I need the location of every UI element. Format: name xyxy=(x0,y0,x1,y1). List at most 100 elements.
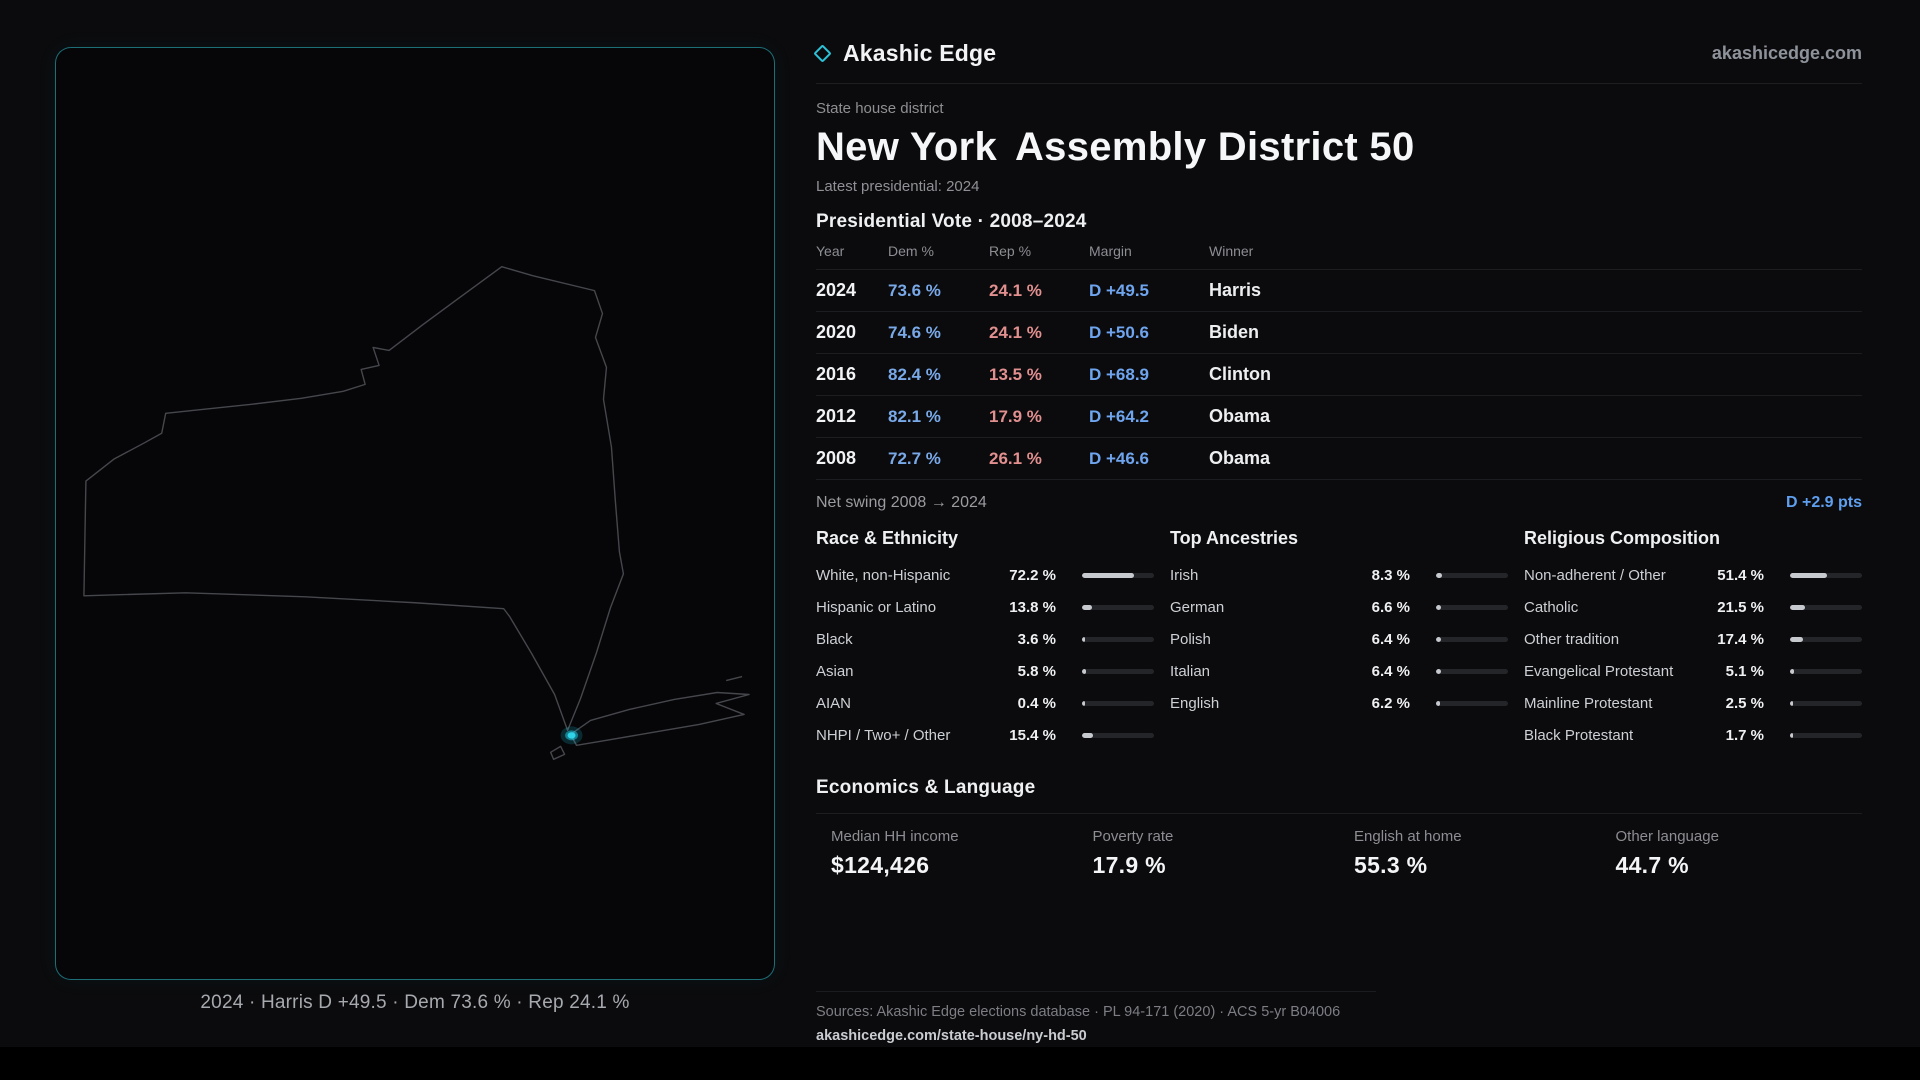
stat-bar xyxy=(1790,700,1862,706)
vote-table-row: 2020 74.6 % 24.1 % D +50.6 Biden xyxy=(816,312,1862,354)
stat-label: Other tradition xyxy=(1524,630,1620,648)
stat-value: 5.1 % xyxy=(1725,662,1764,680)
stat-value: 15.4 % xyxy=(1009,726,1056,744)
stat-label: English xyxy=(1170,694,1220,712)
top-bar: Akashic Edge akashicedge.com xyxy=(813,40,1862,84)
stat-bar xyxy=(1436,572,1508,578)
demographics-column: Race & Ethnicity White, non-Hispanic 72.… xyxy=(816,528,1154,751)
stat-value: 13.8 % xyxy=(1009,598,1056,616)
stat-bar-fill xyxy=(1436,668,1441,674)
demographic-stat-row: Catholic 21.5 % xyxy=(1524,591,1862,623)
stat-label: NHPI / Two+ / Other xyxy=(816,726,951,744)
vote-table-row: 2024 73.6 % 24.1 % D +49.5 Harris xyxy=(816,270,1862,312)
demographics-column: Top Ancestries Irish 8.3 % German 6.6 % … xyxy=(1170,528,1508,751)
vote-cell-year: 2024 xyxy=(816,280,857,300)
stat-value: 5.8 % xyxy=(1017,662,1056,680)
demographics-rows: Irish 8.3 % German 6.6 % Polish 6.4 % It… xyxy=(1170,559,1508,719)
economics-stat-value: $124,426 xyxy=(831,852,930,878)
stat-bar xyxy=(1082,700,1154,706)
vote-table-row: 2012 82.1 % 17.9 % D +64.2 Obama xyxy=(816,396,1862,438)
stat-bar-fill xyxy=(1790,604,1806,610)
stat-label: Asian xyxy=(816,662,854,680)
stat-bar xyxy=(1436,668,1508,674)
economics-stat-value: 17.9 % xyxy=(1092,852,1166,878)
district-kicker: State house district xyxy=(816,100,944,117)
stat-bar-fill xyxy=(1082,572,1134,578)
stat-bar xyxy=(1436,700,1508,706)
stat-bar xyxy=(1082,604,1154,610)
stat-label: Evangelical Protestant xyxy=(1524,662,1674,680)
long-island-outline xyxy=(569,691,750,747)
stat-bar xyxy=(1082,732,1154,738)
vote-cell-rep: 17.9 % xyxy=(989,406,1042,426)
footer-divider xyxy=(816,991,1376,992)
vote-cell-dem: 82.1 % xyxy=(888,406,941,426)
stat-label: Hispanic or Latino xyxy=(816,598,937,616)
vote-cell-margin: D +49.5 xyxy=(1089,280,1150,300)
stat-bar xyxy=(1790,604,1862,610)
stat-label: Mainline Protestant xyxy=(1524,694,1653,712)
vote-section-title: Presidential Vote · 2008–2024 xyxy=(816,211,1087,232)
vote-cell-dem: 74.6 % xyxy=(888,322,941,342)
demographic-stat-row: Polish 6.4 % xyxy=(1170,623,1508,655)
demographic-stat-row: Black Protestant 1.7 % xyxy=(1524,719,1862,751)
demographic-stat-row: German 6.6 % xyxy=(1170,591,1508,623)
col-header-dem: Dem % xyxy=(888,243,934,259)
col-header-margin: Margin xyxy=(1089,243,1132,259)
demographic-stat-row: Hispanic or Latino 13.8 % xyxy=(816,591,1154,623)
stat-bar-fill xyxy=(1436,700,1441,706)
vote-cell-rep: 24.1 % xyxy=(989,322,1042,342)
permalink-url[interactable]: akashicedge.com/state-house/ny-hd-50 xyxy=(816,1028,1087,1044)
page-title-state: New York xyxy=(816,125,997,169)
stat-label: Irish xyxy=(1170,566,1199,584)
col-header-winner: Winner xyxy=(1209,243,1254,259)
vote-table-row: 2016 82.4 % 13.5 % D +68.9 Clinton xyxy=(816,354,1862,396)
vote-cell-winner: Clinton xyxy=(1209,364,1271,384)
report-content: Akashic Edge akashicedge.com State house… xyxy=(813,40,1862,1045)
stat-bar-fill xyxy=(1790,636,1803,642)
district-report-page: 2024 · Harris D +49.5 · Dem 73.6 % · Rep… xyxy=(0,0,1920,1047)
economics-stat-label: English at home xyxy=(1354,828,1462,845)
demographics-rows: Non-adherent / Other 51.4 % Catholic 21.… xyxy=(1524,559,1862,751)
demographic-stat-row: Black 3.6 % xyxy=(816,623,1154,655)
vote-cell-dem: 82.4 % xyxy=(888,364,941,384)
stat-value: 3.6 % xyxy=(1017,630,1056,648)
demographic-stat-row: Evangelical Protestant 5.1 % xyxy=(1524,655,1862,687)
demographic-stat-row: English 6.2 % xyxy=(1170,687,1508,719)
demographic-stat-row: Non-adherent / Other 51.4 % xyxy=(1524,559,1862,591)
economics-stat: Median HH income $124,426 xyxy=(816,828,1078,879)
vote-cell-year: 2020 xyxy=(816,322,857,342)
vote-cell-margin: D +46.6 xyxy=(1089,448,1150,468)
district-map-panel xyxy=(55,47,775,980)
vote-cell-dem: 72.7 % xyxy=(888,448,941,468)
demographic-stat-row: Asian 5.8 % xyxy=(816,655,1154,687)
vote-cell-winner: Biden xyxy=(1209,322,1260,342)
stat-label: White, non-Hispanic xyxy=(816,566,951,584)
stat-value: 8.3 % xyxy=(1371,566,1410,584)
map-caption: 2024 · Harris D +49.5 · Dem 73.6 % · Rep… xyxy=(200,992,630,1013)
col-header-rep: Rep % xyxy=(989,243,1032,259)
vote-cell-rep: 24.1 % xyxy=(989,280,1042,300)
demographics-rows: White, non-Hispanic 72.2 % Hispanic or L… xyxy=(816,559,1154,751)
demographic-stat-row: AIAN 0.4 % xyxy=(816,687,1154,719)
demographics-column-title: Top Ancestries xyxy=(1170,528,1299,548)
net-swing-label: Net swing 2008 → 2024 xyxy=(816,494,987,511)
stat-label: Catholic xyxy=(1524,598,1579,616)
vote-cell-margin: D +68.9 xyxy=(1089,364,1150,384)
economics-stat: Poverty rate 17.9 % xyxy=(1078,828,1340,879)
new-york-state-map xyxy=(83,265,750,761)
vote-cell-margin: D +50.6 xyxy=(1089,322,1150,342)
stat-label: AIAN xyxy=(816,694,852,712)
economics-stat-value: 55.3 % xyxy=(1354,852,1428,878)
stat-label: Italian xyxy=(1170,662,1211,680)
demographic-stat-row: Irish 8.3 % xyxy=(1170,559,1508,591)
page-title: New York Assembly District 50 xyxy=(816,125,1862,170)
site-domain-link[interactable]: akashicedge.com xyxy=(1711,43,1862,63)
brand: Akashic Edge xyxy=(813,40,996,67)
stat-value: 6.4 % xyxy=(1371,630,1410,648)
stat-bar-fill xyxy=(1790,700,1793,706)
latest-presidential-note: Latest presidential: 2024 xyxy=(816,178,980,195)
fishers-island-outline xyxy=(725,675,743,682)
vote-cell-margin: D +64.2 xyxy=(1089,406,1150,426)
new-york-outline xyxy=(83,265,625,732)
